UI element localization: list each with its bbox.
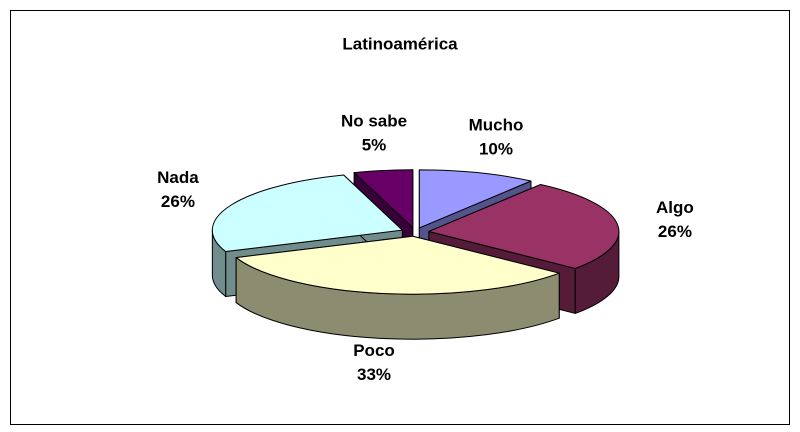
value-label: 26% — [161, 192, 195, 211]
slice — [353, 169, 414, 229]
slice-label: Algo — [656, 198, 694, 217]
value-label: 10% — [479, 139, 513, 158]
slice — [418, 169, 532, 229]
slice-label: No sabe — [341, 112, 407, 131]
value-label: 5% — [362, 136, 387, 155]
slice-label: Nada — [157, 168, 199, 187]
value-label: 26% — [658, 222, 692, 241]
slice — [235, 235, 560, 295]
slice — [428, 184, 620, 269]
chart-title: Latinoamérica — [342, 34, 458, 53]
slice — [211, 174, 403, 253]
slice-label: Mucho — [469, 115, 524, 134]
value-label: 33% — [357, 365, 391, 384]
slice-label: Poco — [353, 341, 395, 360]
